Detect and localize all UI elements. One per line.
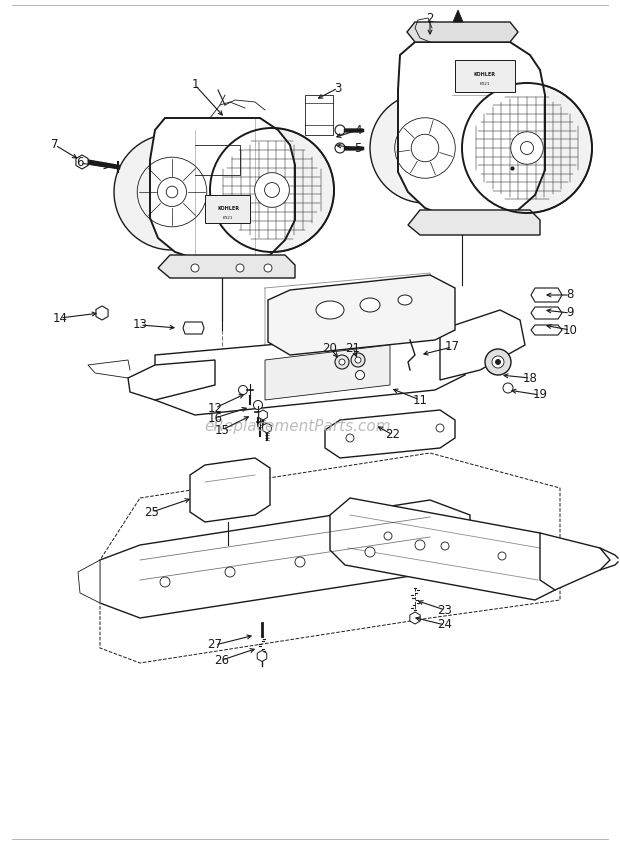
- Text: 6: 6: [76, 156, 84, 170]
- Circle shape: [191, 264, 199, 272]
- Circle shape: [415, 540, 425, 550]
- Circle shape: [436, 424, 444, 432]
- Polygon shape: [531, 325, 562, 335]
- Text: 22: 22: [386, 429, 401, 441]
- Circle shape: [384, 532, 392, 540]
- Circle shape: [441, 542, 449, 550]
- Polygon shape: [155, 330, 465, 415]
- Circle shape: [365, 547, 375, 557]
- Bar: [305, 95, 333, 135]
- Circle shape: [335, 125, 345, 135]
- Text: K321: K321: [223, 216, 233, 220]
- Circle shape: [485, 349, 511, 375]
- Polygon shape: [398, 42, 545, 218]
- Circle shape: [511, 132, 543, 165]
- Polygon shape: [407, 22, 518, 42]
- Text: KOHLER: KOHLER: [217, 205, 239, 210]
- Polygon shape: [408, 210, 540, 235]
- Text: 21: 21: [345, 342, 360, 354]
- Text: 16: 16: [208, 412, 223, 425]
- Polygon shape: [330, 498, 560, 600]
- Circle shape: [498, 552, 506, 560]
- Text: 17: 17: [445, 340, 459, 354]
- Circle shape: [355, 371, 365, 380]
- Text: 15: 15: [215, 424, 229, 436]
- Circle shape: [346, 434, 354, 442]
- Text: 10: 10: [562, 323, 577, 337]
- Circle shape: [335, 355, 349, 369]
- Circle shape: [462, 83, 592, 213]
- Polygon shape: [440, 310, 525, 380]
- Circle shape: [264, 264, 272, 272]
- Polygon shape: [265, 345, 390, 400]
- Text: eReplacementParts.com: eReplacementParts.com: [204, 419, 391, 434]
- Text: 5: 5: [354, 142, 361, 154]
- Polygon shape: [190, 458, 270, 522]
- Ellipse shape: [360, 298, 380, 312]
- Circle shape: [225, 567, 235, 577]
- Circle shape: [335, 143, 345, 153]
- Text: K321: K321: [480, 82, 490, 86]
- Polygon shape: [268, 275, 455, 355]
- Polygon shape: [100, 500, 470, 618]
- Ellipse shape: [398, 295, 412, 305]
- Text: 25: 25: [144, 506, 159, 518]
- Text: 4: 4: [354, 123, 361, 137]
- Polygon shape: [325, 410, 455, 458]
- Polygon shape: [453, 10, 463, 22]
- Circle shape: [351, 353, 365, 367]
- Polygon shape: [150, 118, 295, 262]
- Text: 23: 23: [438, 603, 453, 616]
- Text: 26: 26: [215, 653, 229, 667]
- Circle shape: [492, 356, 504, 368]
- Circle shape: [503, 383, 513, 393]
- Polygon shape: [158, 255, 295, 278]
- Polygon shape: [183, 322, 204, 334]
- Text: 7: 7: [51, 138, 59, 152]
- Text: 14: 14: [53, 311, 68, 324]
- Text: 2: 2: [427, 12, 434, 24]
- Circle shape: [160, 577, 170, 587]
- Circle shape: [236, 264, 244, 272]
- Text: 1: 1: [191, 78, 199, 91]
- Circle shape: [295, 557, 305, 567]
- Text: KOHLER: KOHLER: [474, 72, 496, 77]
- Circle shape: [339, 359, 345, 365]
- Circle shape: [239, 386, 247, 394]
- Text: 12: 12: [208, 402, 223, 414]
- Circle shape: [157, 177, 187, 207]
- Polygon shape: [128, 360, 215, 400]
- Polygon shape: [78, 560, 100, 603]
- Circle shape: [210, 128, 334, 252]
- Polygon shape: [540, 533, 610, 590]
- Text: 20: 20: [322, 342, 337, 354]
- Text: 3: 3: [334, 82, 342, 95]
- Polygon shape: [531, 288, 562, 302]
- Ellipse shape: [316, 301, 344, 319]
- Polygon shape: [531, 307, 562, 319]
- Bar: [455, 60, 515, 92]
- Polygon shape: [88, 360, 130, 378]
- Circle shape: [495, 360, 500, 365]
- Text: 8: 8: [566, 289, 574, 301]
- Circle shape: [254, 401, 262, 409]
- Text: 19: 19: [533, 388, 547, 402]
- Bar: [205, 195, 250, 223]
- Text: 27: 27: [208, 639, 223, 652]
- Text: 24: 24: [438, 619, 453, 631]
- Circle shape: [370, 93, 480, 203]
- Text: 9: 9: [566, 306, 574, 320]
- Circle shape: [255, 173, 290, 208]
- Text: 11: 11: [412, 393, 428, 407]
- Circle shape: [411, 134, 439, 162]
- Text: 18: 18: [523, 371, 538, 385]
- Circle shape: [114, 134, 230, 250]
- Circle shape: [355, 357, 361, 363]
- Text: 13: 13: [133, 318, 148, 332]
